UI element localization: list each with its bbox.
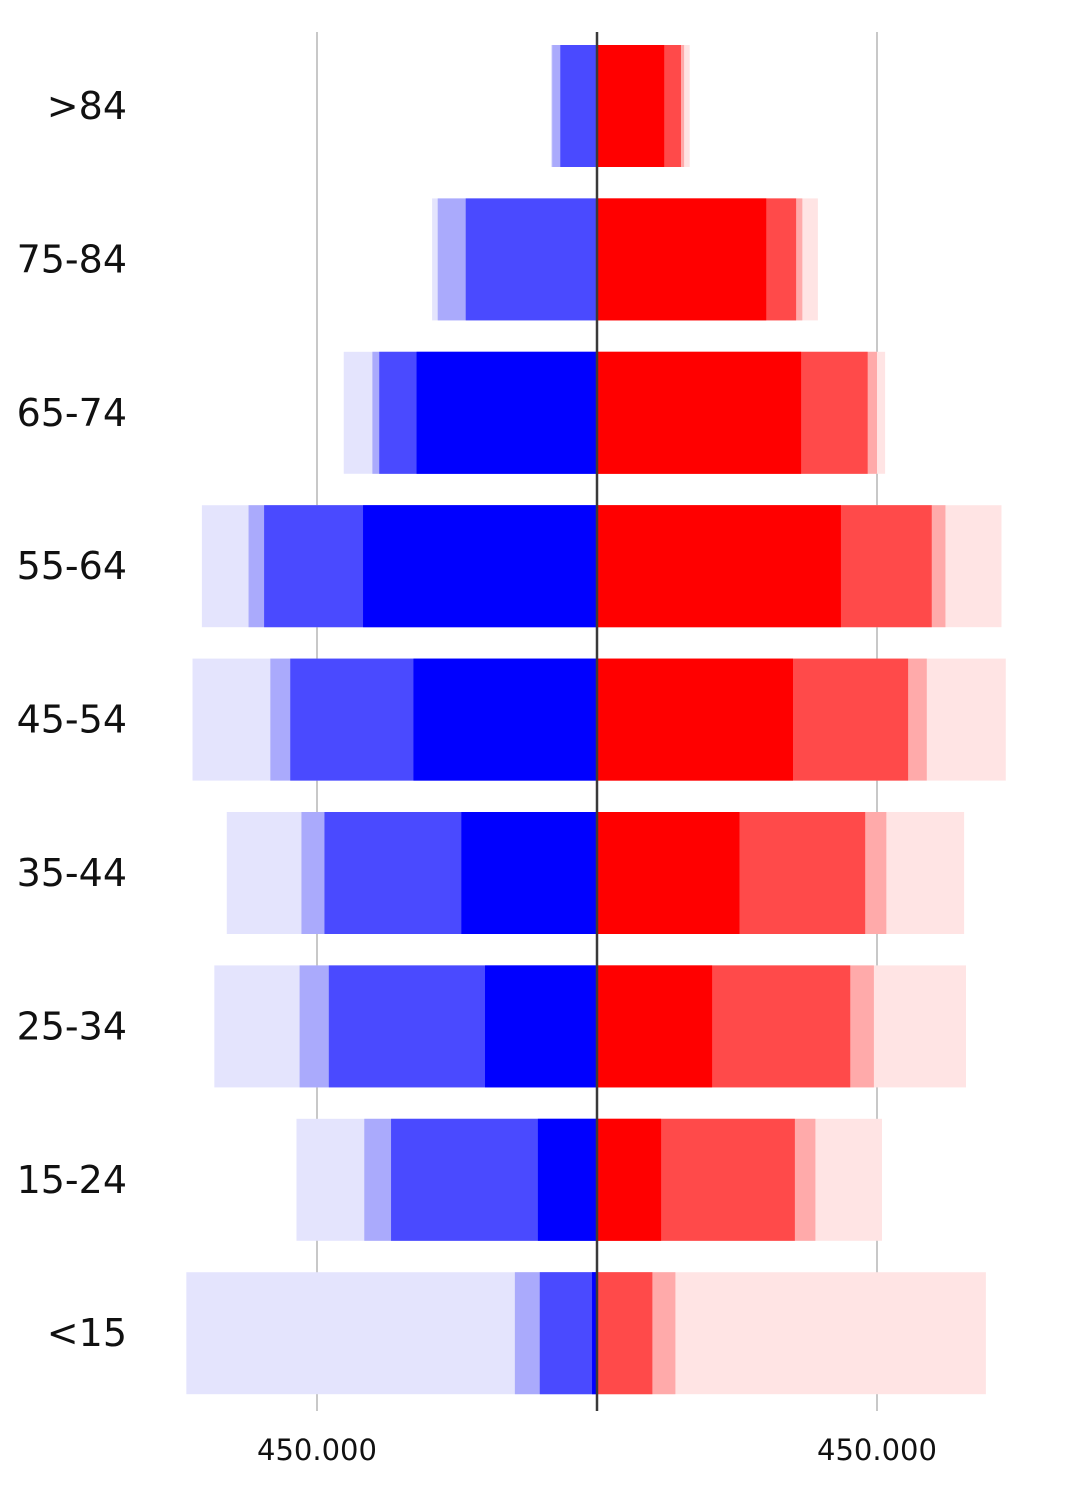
left-bar-15-layer-3 [592,1272,597,1395]
right-bar-15-24-layer-3 [597,1118,662,1241]
bar-group-65-74 [343,351,886,474]
bar-group-45-54 [192,658,1006,781]
right-bar-55-64-layer-3 [597,505,841,628]
left-bar-75-84-layer-2 [465,198,597,321]
right-bar-65-74-layer-3 [597,351,802,474]
bar-group-84 [550,45,690,167]
right-bar-75-84-layer-3 [597,198,767,321]
bar-group-15-24 [296,1118,882,1241]
bar-group-15 [186,1272,986,1395]
right-bar-84-layer-3 [597,45,665,167]
age-label-25-34: 25-34 [17,1004,127,1048]
left-bar-15-layer-2 [539,1272,597,1395]
left-bar-35-44-layer-3 [461,812,597,934]
left-bar-55-64-layer-3 [363,505,597,628]
age-label-55-64: 55-64 [17,544,127,588]
right-bar-35-44-layer-3 [597,812,740,934]
bar-group-35-44 [226,812,965,934]
left-bar-25-34-layer-3 [485,965,597,1088]
bar-groups [186,45,1006,1395]
right-bar-45-54-layer-3 [597,658,793,781]
right-bar-25-34-layer-3 [597,965,713,1088]
age-labels: >84 75-84 65-74 55-64 45-54 35-44 25-34 15-24 <1… [17,84,127,1355]
age-label-15: <15 [47,1311,127,1355]
left-bar-84-layer-2 [560,45,597,167]
left-bar-45-54-layer-3 [413,658,597,781]
age-label-75-84: 75-84 [17,237,127,281]
age-label-15-24: 15-24 [17,1158,127,1202]
x-tick-labels: 450.000 450.000 [257,1433,937,1467]
left-bar-65-74-layer-3 [416,351,597,474]
right-bar-15-layer-2 [597,1272,653,1395]
bar-group-75-84 [432,198,818,321]
age-label-35-44: 35-44 [17,851,127,895]
x-tick-label-0: 450.000 [257,1433,377,1467]
age-label-84: >84 [47,84,127,128]
bar-group-25-34 [214,965,966,1088]
bar-group-55-64 [201,505,1002,628]
age-label-65-74: 65-74 [17,391,127,435]
age-label-45-54: 45-54 [17,698,127,742]
left-bar-15-24-layer-3 [537,1118,597,1241]
x-tick-label-1: 450.000 [817,1433,937,1467]
